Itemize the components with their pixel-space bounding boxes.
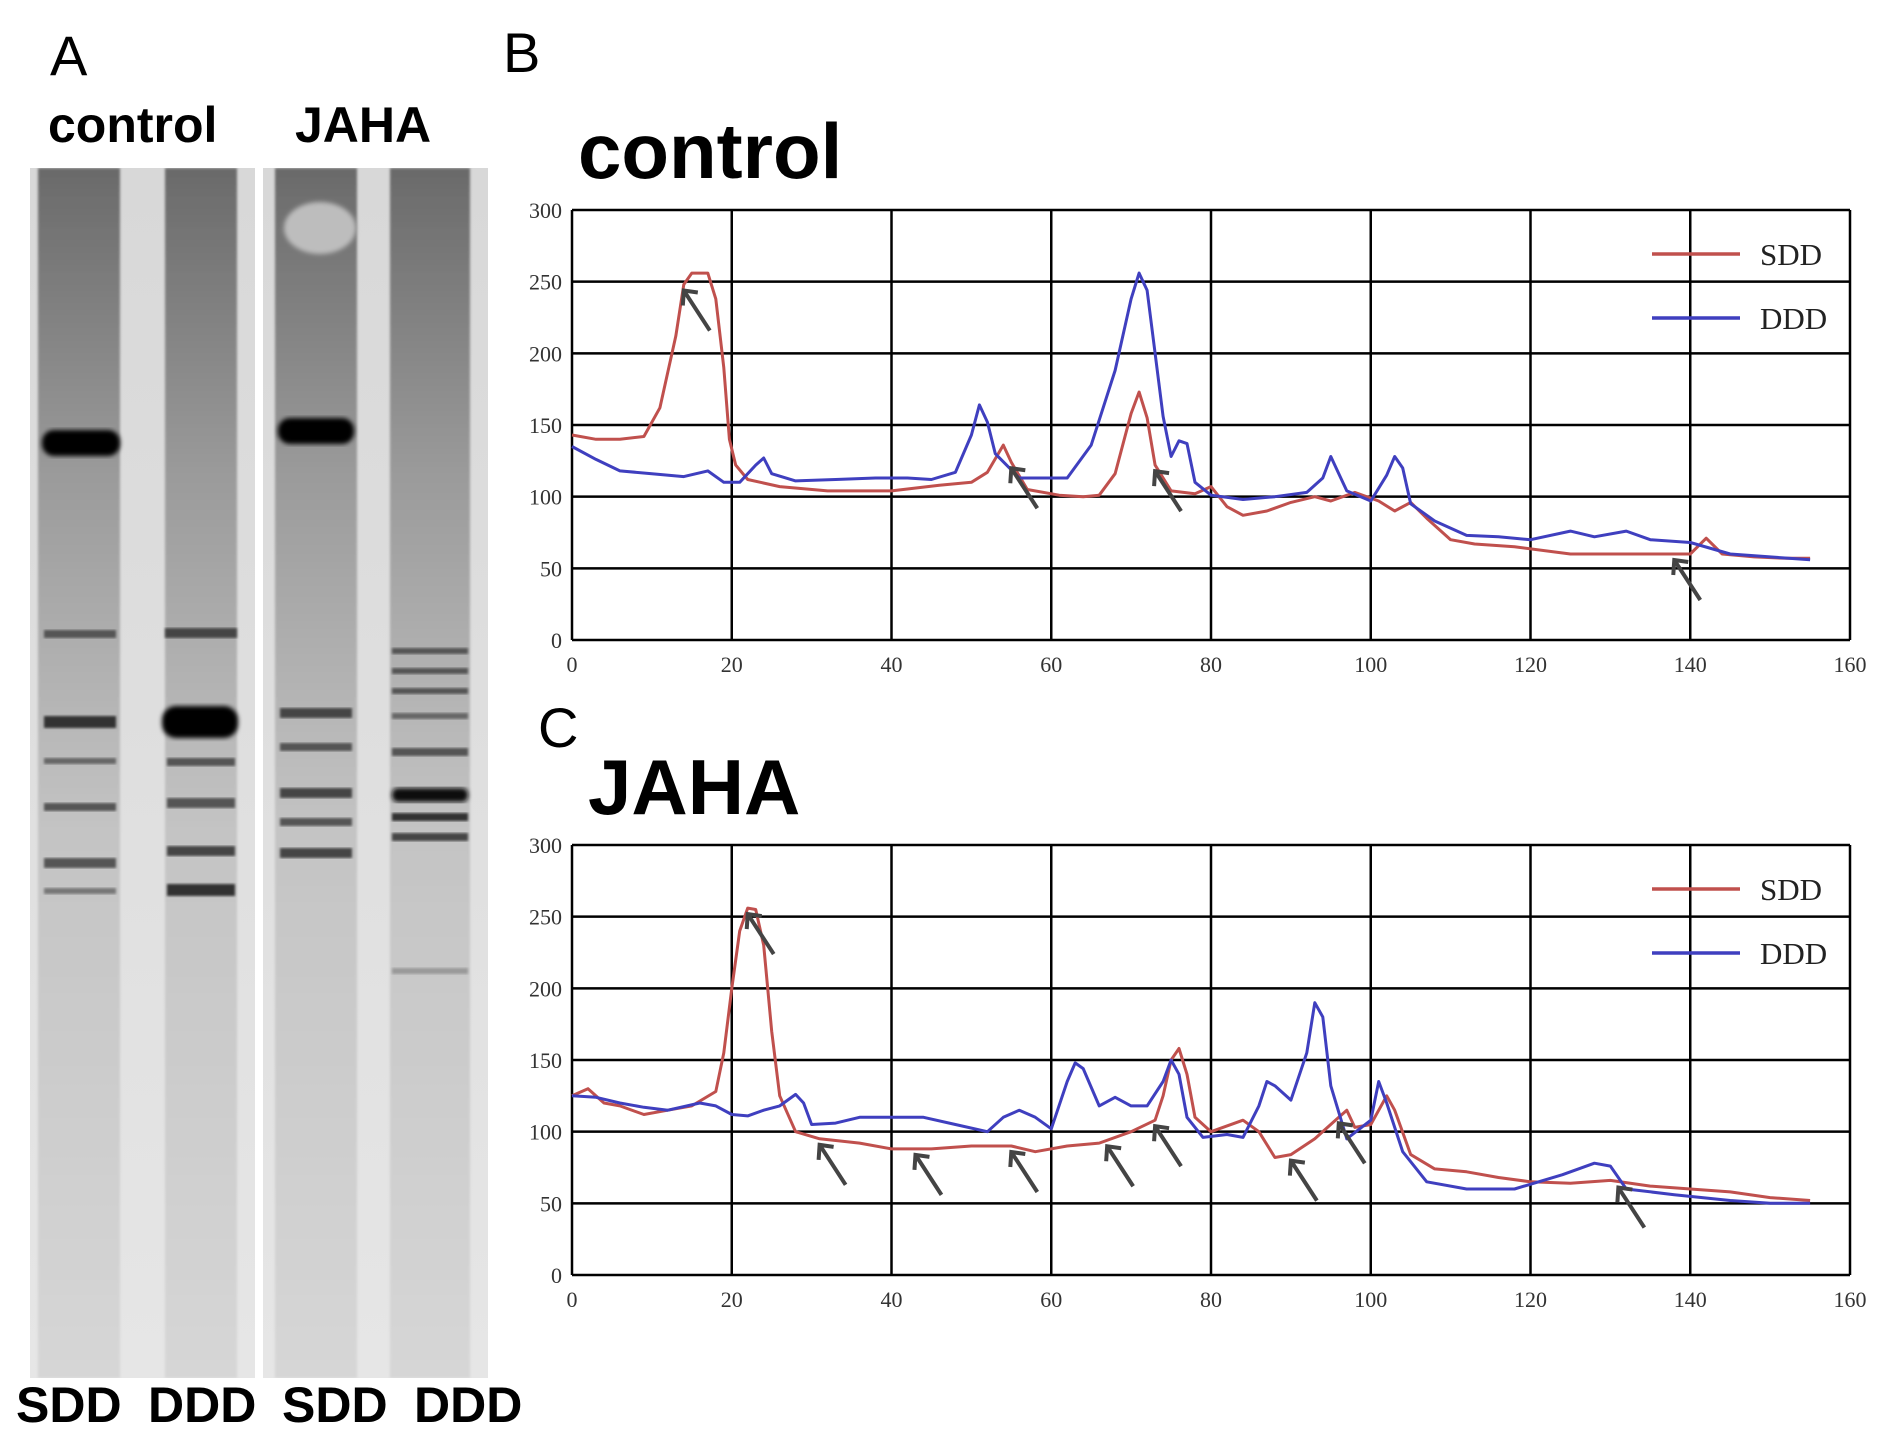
gel-lane-4 [390,168,470,1378]
series-line-sdd [571,906,1811,1202]
x-tick-label: 40 [881,652,903,677]
annotation-arrow-icon [1335,1121,1367,1165]
x-tick-label: 100 [1354,652,1387,677]
annotation-arrow-icon [912,1152,944,1196]
y-tick-label: 200 [529,976,562,1001]
lane-label-3: SDD [282,1377,388,1433]
lane-label-2: DDD [148,1377,257,1433]
gel-group-label-control: control [48,97,218,153]
x-tick-label: 120 [1514,652,1547,677]
annotation-arrow-icon [680,288,712,332]
legend-label-sdd: SDD [1760,872,1822,907]
chart-c: 0 50 100 150 200 250 300 0 20 40 60 80 100 120 140 160 S… [529,833,1867,1312]
gel-lane-2 [162,168,238,1378]
annotation-arrow-icon [1008,465,1039,510]
y-tick-label: 200 [529,341,562,366]
y-tick-label: 50 [540,556,562,581]
annotation-arrow-icon [816,1142,848,1186]
legend-label-sdd: SDD [1760,237,1822,272]
x-tick-label: 140 [1674,652,1707,677]
gel-lane-1 [38,168,120,1378]
y-tick-label: 250 [529,905,562,930]
y-tick-label: 250 [529,270,562,295]
y-tick-label: 100 [529,485,562,510]
legend-label-ddd: DDD [1760,936,1827,971]
gel-lane-3 [275,168,357,1378]
panel-a-letter: A [50,24,88,87]
x-tick-label: 100 [1354,1287,1387,1312]
y-tick-label: 0 [551,628,562,653]
chart-b-title: control [578,107,843,195]
y-tick-label: 50 [540,1191,562,1216]
grid [570,208,1852,642]
panel-c-letter: C [538,696,579,759]
gel-image [30,168,488,1378]
annotation-arrow-icon [744,911,776,956]
x-tick-label: 0 [567,1287,578,1312]
annotation-arrow-icon [1287,1158,1319,1202]
annotation-arrow-icon [1152,468,1183,513]
y-tick-label: 150 [529,1048,562,1073]
lane-label-1: SDD [16,1377,122,1433]
x-tick-label: 160 [1834,1287,1867,1312]
x-tick-label: 80 [1200,1287,1222,1312]
x-tick-label: 60 [1040,652,1062,677]
panel-b-letter: B [503,21,541,84]
chart-c-title: JAHA [588,743,801,831]
y-tick-label: 150 [529,413,562,438]
x-tick-label: 80 [1200,652,1222,677]
x-tick-label: 40 [881,1287,903,1312]
x-tick-label: 20 [721,652,743,677]
series-line-ddd [571,1001,1811,1205]
annotation-arrow-icon [1008,1149,1039,1194]
lane-label-4: DDD [414,1377,523,1433]
legend: SDD DDD [1652,237,1827,336]
gel-group-label-jaha: JAHA [295,97,432,153]
x-tick-label: 20 [721,1287,743,1312]
x-tick-label: 140 [1674,1287,1707,1312]
series-line-ddd [571,271,1811,562]
grid [570,843,1852,1277]
annotation-arrow-icon [1615,1185,1647,1229]
legend: SDD DDD [1652,872,1827,971]
annotation-arrow-icon [1671,557,1702,602]
chart-b: 0 50 100 150 200 250 300 0 20 40 60 80 100 120 140 160 S… [529,198,1867,677]
annotation-arrow-icon [1104,1143,1135,1188]
gel-separator [255,168,263,1378]
legend-label-ddd: DDD [1760,301,1827,336]
y-tick-label: 300 [529,833,562,858]
y-tick-label: 0 [551,1263,562,1288]
annotation-arrow-icon [1152,1123,1183,1168]
x-tick-label: 120 [1514,1287,1547,1312]
series-line-sdd [571,271,1811,560]
x-tick-label: 0 [567,652,578,677]
y-tick-label: 100 [529,1120,562,1145]
x-tick-label: 60 [1040,1287,1062,1312]
x-tick-label: 160 [1834,652,1867,677]
y-tick-label: 300 [529,198,562,223]
